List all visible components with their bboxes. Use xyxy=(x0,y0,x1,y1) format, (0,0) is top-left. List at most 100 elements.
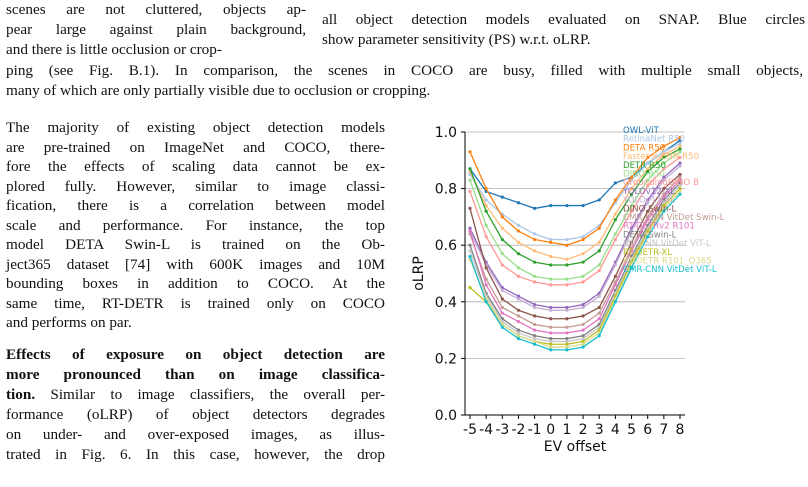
x-axis-label: EV offset xyxy=(544,439,607,455)
data-point xyxy=(629,175,634,179)
data-point xyxy=(484,203,488,208)
data-point xyxy=(549,263,553,267)
y-tick-label: 1.0 xyxy=(435,125,457,141)
data-point xyxy=(565,345,569,349)
data-point xyxy=(581,260,585,264)
data-point xyxy=(613,283,617,287)
data-point xyxy=(597,226,601,230)
data-point xyxy=(549,254,553,259)
data-point xyxy=(516,223,521,227)
data-point xyxy=(646,209,650,213)
data-point xyxy=(613,181,617,185)
legend-entry: RT-DETR-XL xyxy=(623,248,672,258)
legend-entry: YOLOv12-XL xyxy=(622,187,675,197)
data-point xyxy=(678,144,682,148)
data-point xyxy=(581,237,585,242)
data-point xyxy=(468,206,472,211)
data-point xyxy=(581,328,585,332)
data-point xyxy=(565,348,569,352)
data-point xyxy=(662,187,666,191)
data-point xyxy=(646,161,650,165)
data-point xyxy=(581,203,585,208)
data-point xyxy=(516,328,521,332)
body-text-line: formance (oLRP) of object detectors degr… xyxy=(6,406,385,423)
data-point xyxy=(581,339,585,344)
data-point xyxy=(629,192,634,196)
data-point xyxy=(678,172,682,177)
data-point xyxy=(468,254,472,259)
data-point xyxy=(549,203,553,208)
x-tick-label: 5 xyxy=(627,422,636,438)
data-point xyxy=(646,170,650,174)
legend-entry: DETA R50 xyxy=(623,143,665,153)
legend-entry: DETA Swin-L xyxy=(623,230,677,240)
data-point xyxy=(662,167,666,171)
series-line xyxy=(469,190,681,348)
series-line xyxy=(469,137,681,246)
data-point xyxy=(565,277,569,281)
body-text-line: are pre-trained on ImageNet and COCO, th… xyxy=(6,138,385,156)
data-point xyxy=(581,303,585,307)
series-line xyxy=(469,142,681,241)
data-point xyxy=(516,274,521,278)
x-tick-label: -2 xyxy=(511,422,525,438)
data-point xyxy=(533,339,537,344)
data-point xyxy=(468,167,472,171)
data-point xyxy=(629,209,634,213)
data-point xyxy=(516,229,521,233)
data-point xyxy=(662,150,666,154)
data-point xyxy=(484,235,488,239)
data-point xyxy=(500,237,504,242)
data-point xyxy=(516,314,521,318)
data-point xyxy=(597,317,601,321)
x-tick-label: 7 xyxy=(659,422,668,438)
data-point xyxy=(533,336,537,341)
body-text-line: and performs on par. xyxy=(6,314,132,331)
data-point xyxy=(484,198,488,202)
data-point xyxy=(533,305,537,310)
data-point xyxy=(468,178,472,182)
data-point xyxy=(500,305,504,310)
data-point xyxy=(516,297,521,301)
data-point xyxy=(533,322,537,327)
legend-entry: CMR-CNN VitDet Swin-L xyxy=(623,213,725,223)
data-point xyxy=(678,141,682,145)
data-point xyxy=(565,257,569,261)
legend-entry: CMR-CNN VitDet ViT-L xyxy=(623,265,717,275)
data-point xyxy=(549,305,553,310)
data-point xyxy=(646,201,650,205)
data-point xyxy=(533,328,537,332)
series-line xyxy=(469,176,681,328)
body-text-fragment: Similar to image classifiers, the overal… xyxy=(35,386,385,403)
data-point xyxy=(565,317,569,321)
data-point xyxy=(613,300,617,304)
data-point xyxy=(549,240,553,244)
data-point xyxy=(662,209,666,213)
data-point xyxy=(533,342,537,346)
data-point xyxy=(662,201,666,205)
data-point xyxy=(468,243,472,247)
y-tick-label: 0.0 xyxy=(435,408,457,424)
legend-entry: YOLOv11-XL xyxy=(622,196,675,206)
data-point xyxy=(533,303,537,307)
body-text-line: many of which are only partially visible… xyxy=(6,82,431,99)
data-point xyxy=(533,260,537,264)
data-point xyxy=(629,249,634,253)
data-point xyxy=(597,269,601,273)
data-point xyxy=(678,181,682,185)
data-point xyxy=(516,336,521,341)
data-point xyxy=(613,263,617,267)
data-point xyxy=(565,237,569,242)
data-point xyxy=(629,187,634,191)
data-point xyxy=(613,212,617,216)
body-text-line: ping (see Fig. B.1). In comparison, the … xyxy=(6,62,803,79)
data-point xyxy=(597,240,601,244)
paragraph-heading-line: Effects of exposure on object detection … xyxy=(6,346,385,363)
data-point xyxy=(678,155,682,160)
y-tick-label: 0.6 xyxy=(435,238,457,254)
paragraph-heading-line: more pronounced than on image classifica… xyxy=(6,366,385,383)
legend-entry: GroundingDINO B xyxy=(623,178,699,188)
body-text-line: The majority of existing object detectio… xyxy=(6,119,385,136)
x-tick-label: -5 xyxy=(463,422,477,438)
legend-entry: OWL-ViT xyxy=(623,126,660,136)
